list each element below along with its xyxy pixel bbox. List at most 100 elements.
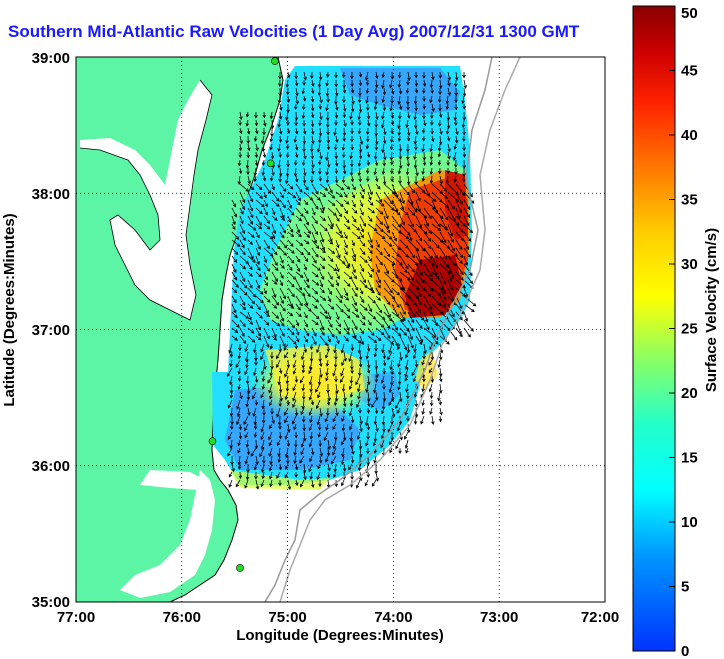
velocity-vector [462,127,466,136]
velocity-vector [327,303,335,310]
velocity-vector [375,231,386,240]
velocity-vector [397,135,402,142]
velocity-vector [293,455,297,465]
velocity-vector [238,423,243,431]
velocity-vector [381,71,386,79]
velocity-vector [319,319,325,331]
colorbar-tick-label: 25 [681,321,698,338]
velocity-vector [317,431,322,438]
velocity-vector [255,255,260,265]
velocity-vector [334,79,338,88]
velocity-vector [381,415,386,426]
velocity-vector [308,375,313,386]
velocity-vector [397,375,402,386]
velocity-vector [358,447,363,458]
velocity-vector [404,375,409,382]
y-tick-label: 38:00 [32,186,70,203]
velocity-vector [398,448,402,455]
velocity-vector [397,95,401,105]
velocity-vector [359,239,366,247]
velocity-vector [317,391,321,399]
velocity-vector [287,199,293,209]
velocity-vector [317,79,322,88]
velocity-vector [463,255,469,266]
velocity-vector [263,287,267,295]
velocity-vector [292,391,297,402]
velocity-vector [431,239,440,249]
velocity-vector [277,415,282,426]
velocity-vector [279,287,286,300]
velocity-vector [438,87,442,96]
velocity-vector [319,287,325,294]
velocity-vector [227,367,233,378]
velocity-vector [303,71,307,81]
velocity-vector [325,151,329,161]
velocity-vector [254,127,259,135]
velocity-vector [397,383,401,391]
velocity-vector [295,247,305,256]
velocity-vector [439,287,447,301]
velocity-vector [247,295,256,305]
velocity-vector [342,95,346,104]
velocity-vector [372,439,377,447]
velocity-vector [359,287,364,295]
velocity-vector [291,415,297,425]
x-axis-label: Longitude (Degrees:Minutes) [236,627,444,644]
velocity-vector [287,239,294,247]
velocity-vector [429,159,434,166]
velocity-vector [447,223,454,237]
velocity-vector [375,183,381,190]
velocity-vector [343,207,348,215]
velocity-vector [366,175,370,183]
velocity-vector [239,223,246,235]
velocity-vector [310,175,314,184]
velocity-vector [294,463,299,471]
velocity-vector [235,359,241,369]
velocity-vector [351,231,361,240]
velocity-vector [332,367,337,377]
velocity-vector [260,351,265,361]
velocity-vector [263,239,270,250]
velocity-vector [455,295,463,310]
velocity-vector [407,191,414,206]
velocity-vector [300,447,305,456]
velocity-vector [431,271,440,280]
velocity-vector [382,175,387,186]
velocity-vector [262,175,267,182]
velocity-vector [343,391,347,402]
velocity-vector [231,231,240,240]
velocity-vector [231,463,235,473]
velocity-vector [382,391,387,402]
velocity-vector [423,191,437,202]
velocity-vector [398,159,403,169]
velocity-vector [245,375,250,385]
velocity-vector [271,415,275,425]
velocity-vector [383,207,389,220]
velocity-vector [383,303,391,318]
velocity-vector [239,255,250,265]
velocity-vector [356,431,361,440]
velocity-vector [406,111,411,119]
velocity-vector [366,407,371,414]
velocity-vector [229,359,233,368]
velocity-vector [271,287,277,298]
velocity-vector [236,399,241,410]
velocity-vector [358,87,362,97]
velocity-vector [350,343,355,352]
velocity-vector [422,151,427,161]
velocity-vector [317,87,322,97]
velocity-vector [261,471,266,480]
albemarle-sound [140,470,205,490]
velocity-vector [262,151,267,159]
velocity-vector [447,143,451,153]
velocity-vector [295,271,304,279]
velocity-vector [303,247,311,256]
velocity-vector [421,167,425,175]
velocity-vector [255,191,263,199]
velocity-vector [231,279,239,288]
velocity-vector [302,95,307,102]
velocity-vector [311,199,319,210]
velocity-vector [415,295,422,306]
velocity-vector [335,327,342,335]
velocity-vector [253,167,258,177]
